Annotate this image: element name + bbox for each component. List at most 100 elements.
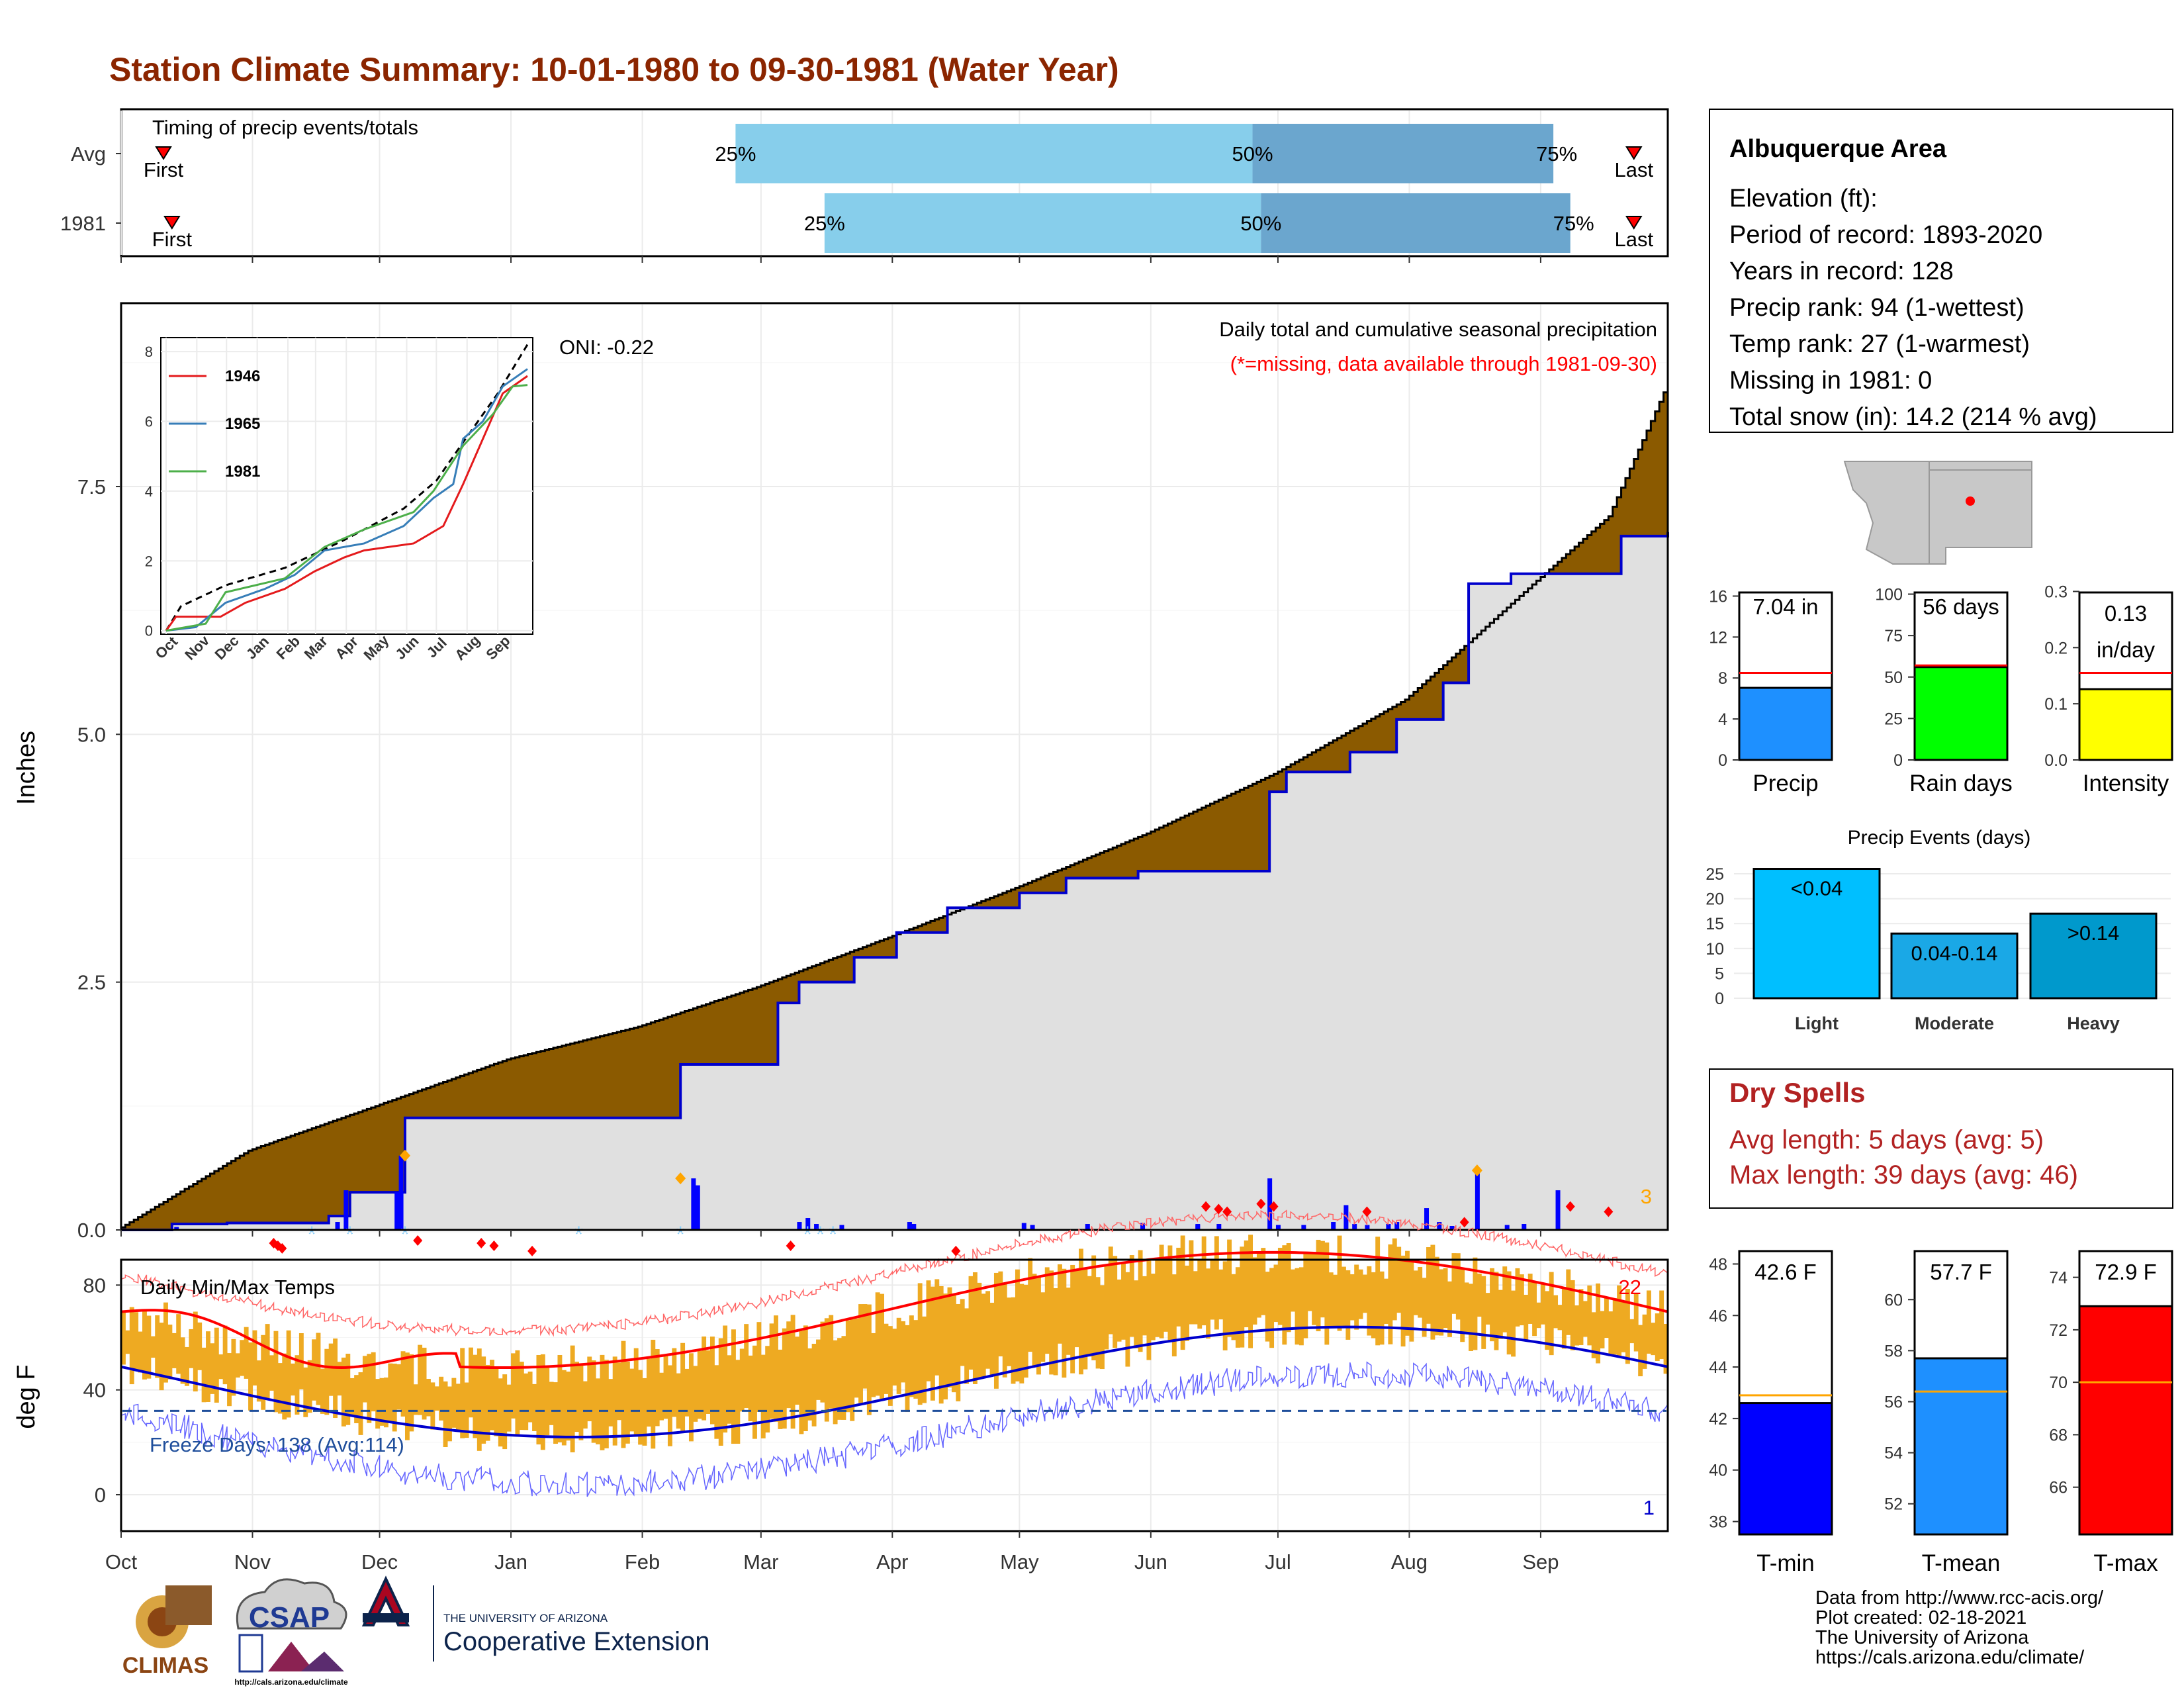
daily-temp-bar — [121, 1312, 126, 1365]
daily-temp-bar — [1485, 1293, 1490, 1325]
daily-temp-bar — [163, 1302, 168, 1383]
daily-temp-bar — [1023, 1284, 1028, 1378]
daily-temp-bar — [1439, 1269, 1444, 1336]
record-precip-marker — [675, 1172, 686, 1185]
daily-temp-bar — [582, 1381, 588, 1429]
daily-temp-bar — [1617, 1285, 1622, 1358]
daily-temp-bar — [1265, 1272, 1270, 1342]
daily-temp-bar — [727, 1355, 732, 1424]
csap-logo: CSAP http://cals.arizona.edu/climate — [234, 1578, 348, 1687]
daily-temp-bar — [739, 1348, 745, 1412]
daily-temp-bar — [1455, 1253, 1461, 1320]
daily-temp-bar — [676, 1373, 681, 1429]
record-high-marker — [1362, 1206, 1372, 1217]
events-title: Precip Events (days) — [1848, 827, 2031, 849]
timing-p50-label: 50% — [1232, 142, 1273, 165]
daily-temp-bar — [1464, 1282, 1469, 1333]
daily-temp-bar — [1206, 1268, 1211, 1339]
temp-ytick-label: 44 — [1709, 1358, 1727, 1377]
daily-temp-bar — [1375, 1237, 1381, 1346]
daily-precip-bar — [394, 1192, 400, 1230]
inset-ytick-label: 0 — [145, 623, 153, 639]
snow-marker: * — [803, 1222, 812, 1247]
record-high-marker — [1269, 1201, 1279, 1212]
daily-temp-bar — [960, 1299, 965, 1366]
daily-temp-bar — [252, 1330, 257, 1386]
daily-temp-bar — [1083, 1269, 1088, 1370]
daily-temp-bar — [1341, 1266, 1346, 1327]
daily-temp-bar — [1125, 1272, 1130, 1367]
daily-temp-bar — [1490, 1268, 1494, 1342]
daily-temp-bar — [1469, 1284, 1473, 1351]
daily-temp-bar — [473, 1354, 478, 1438]
daily-temp-bar — [464, 1382, 469, 1438]
timing-bar-25-50 — [735, 124, 1253, 183]
summary-bar — [1913, 666, 2009, 761]
daily-temp-bar — [807, 1348, 813, 1421]
daily-precip-bar — [1352, 1224, 1357, 1230]
daily-temp-bar — [1587, 1285, 1592, 1346]
daily-temp-bar — [1074, 1270, 1079, 1348]
daily-temp-bar — [1506, 1271, 1512, 1355]
summary-ytick-label: 75 — [1884, 627, 1903, 645]
daily-temp-bar — [1519, 1274, 1524, 1326]
daily-temp-bar — [862, 1304, 868, 1389]
daily-temp-bar — [1040, 1292, 1046, 1362]
daily-temp-bar — [1087, 1276, 1092, 1357]
timing-bar-50-75 — [1261, 193, 1570, 253]
daily-temp-bar — [1473, 1257, 1478, 1350]
daily-temp-bar — [896, 1317, 901, 1394]
daily-temp-bar — [943, 1293, 948, 1400]
daily-temp-bar — [1354, 1264, 1359, 1330]
daily-temp-bar — [337, 1362, 342, 1396]
daily-temp-bar — [735, 1360, 741, 1444]
month-label: Oct — [105, 1550, 138, 1573]
daily-temp-bar — [693, 1366, 698, 1422]
last-label: Last — [1614, 158, 1653, 181]
info-line: Total snow (in): 14.2 (214 % avg) — [1729, 403, 2097, 431]
daily-temp-bar — [884, 1323, 889, 1394]
daily-temp-bar — [1388, 1244, 1393, 1344]
record-high-marker — [1201, 1201, 1211, 1212]
daily-temp-bar — [1612, 1298, 1617, 1355]
record-high-marker — [1222, 1206, 1232, 1217]
event-bar-name: Light — [1795, 1013, 1839, 1033]
daily-temp-bar — [231, 1338, 236, 1396]
record-precip-marker — [399, 1149, 410, 1162]
daily-temp-bar — [447, 1386, 452, 1442]
daily-temp-bar — [460, 1348, 465, 1438]
daily-temp-bar — [1422, 1278, 1427, 1337]
daily-temp-bar — [1291, 1269, 1296, 1312]
daily-precip-bar — [695, 1185, 700, 1230]
timing-p75-label: 75% — [1536, 142, 1577, 165]
info-line: Elevation (ft): — [1729, 185, 1878, 212]
inset-series-1965 — [165, 368, 528, 632]
daily-temp-bar — [1159, 1244, 1164, 1338]
daily-temp-bar — [400, 1351, 406, 1417]
daily-temp-bar — [1180, 1235, 1185, 1350]
daily-temp-bar — [833, 1340, 838, 1425]
daily-temp-bar — [566, 1372, 571, 1441]
daily-temp-bar — [320, 1368, 325, 1414]
normal-min-line — [120, 1325, 1668, 1438]
daily-precip-bar — [1504, 1225, 1510, 1230]
daily-temp-bar — [1418, 1267, 1423, 1318]
daily-temp-bar — [1108, 1246, 1113, 1335]
record-high-marker — [1256, 1198, 1266, 1209]
daily-temp-bar — [201, 1347, 206, 1403]
daily-temp-bar — [1176, 1247, 1181, 1327]
timing-row-label: Avg — [71, 142, 106, 165]
first-label: First — [152, 228, 193, 251]
event-bar-value: 0.04-0.14 — [1911, 941, 1998, 964]
daily-precip-bar — [1085, 1224, 1090, 1230]
record-high-line — [120, 1209, 1668, 1337]
location-map — [1843, 461, 2036, 565]
daily-temp-bar — [926, 1280, 931, 1382]
daily-temp-bar — [964, 1308, 970, 1384]
ua-small-text: THE UNIVERSITY OF ARIZONA — [443, 1612, 608, 1624]
daily-temp-bar — [367, 1354, 372, 1423]
daily-temp-bar — [608, 1379, 614, 1427]
daily-temp-bar — [1252, 1257, 1257, 1325]
info-line: Missing in 1981: 0 — [1729, 367, 1932, 395]
month-label: Jul — [1265, 1550, 1291, 1573]
